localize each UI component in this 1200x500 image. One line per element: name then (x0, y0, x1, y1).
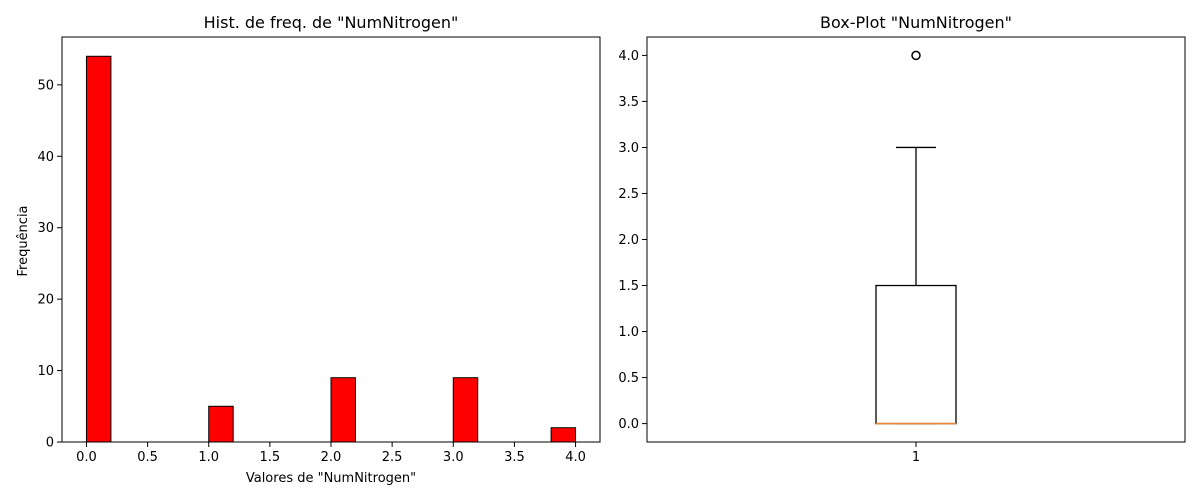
boxplot-y-tick-label: 3.0 (618, 141, 639, 156)
boxplot-y-tick-label: 0.5 (618, 371, 639, 386)
boxplot-title: Box-Plot "NumNitrogen" (820, 13, 1012, 32)
histogram-bar (208, 405, 234, 443)
boxplot-y-tick-label: 2.5 (618, 187, 639, 202)
histogram-x-tick-label: 2.5 (382, 450, 403, 465)
histogram-x-tick-label: 0.5 (137, 450, 158, 465)
histogram-bar (550, 427, 577, 443)
boxplot-y-tick-label: 0.0 (618, 417, 639, 432)
boxplot-y-tick-label: 4.0 (618, 49, 639, 64)
histogram-x-tick-label: 0.0 (76, 450, 97, 465)
histogram-x-axis-label: Valores de "NumNitrogen" (246, 471, 416, 486)
histogram-bar (330, 377, 356, 443)
histogram-y-tick-label: 50 (37, 78, 54, 93)
boxplot-y-tick-label: 1.5 (618, 279, 639, 294)
boxplot-marks (875, 50, 957, 425)
histogram-y-tick-label: 20 (37, 293, 54, 308)
histogram-title: Hist. de freq. de "NumNitrogen" (204, 13, 459, 32)
histogram-x-tick-label: 3.0 (443, 450, 464, 465)
histogram-y-tick-label: 30 (37, 221, 54, 236)
histogram-x-ticks: 0.0 0.5 1.0 1.5 2.0 2.5 3.0 3.5 4.0 (76, 442, 586, 465)
histogram-x-tick-label: 2.0 (321, 450, 342, 465)
boxplot-y-tick-label: 3.5 (618, 95, 639, 110)
histogram-y-axis-label: Frequência (16, 205, 31, 276)
boxplot-x-ticks: 1 (912, 442, 920, 465)
boxplot-outlier (911, 50, 921, 61)
histogram-y-ticks: 0 10 20 30 40 50 (37, 78, 62, 451)
histogram-bar (85, 55, 112, 443)
histogram-x-tick-label: 4.0 (565, 450, 586, 465)
boxplot-x-tick-label: 1 (912, 450, 920, 465)
boxplot-y-ticks: 0.0 0.5 1.0 1.5 2.0 2.5 3.0 3.5 4.0 (618, 49, 647, 432)
histogram-y-tick-label: 0 (46, 436, 54, 451)
boxplot-y-tick-label: 1.0 (618, 325, 639, 340)
histogram-bar (452, 377, 479, 443)
histogram-bars (85, 55, 577, 443)
boxplot-y-tick-label: 2.0 (618, 233, 639, 248)
histogram-x-tick-label: 1.0 (198, 450, 219, 465)
boxplot-box (875, 284, 957, 425)
histogram-chart: Hist. de freq. de "NumNitrogen" 0.0 0.5 1.… (16, 13, 601, 486)
histogram-x-tick-label: 1.5 (260, 450, 281, 465)
boxplot-chart: Box-Plot "NumNitrogen" 1 0.0 0.5 1.0 1.5 2.0… (618, 13, 1186, 465)
histogram-y-tick-label: 40 (37, 150, 54, 165)
histogram-x-tick-label: 3.5 (504, 450, 525, 465)
histogram-y-tick-label: 10 (37, 364, 54, 379)
